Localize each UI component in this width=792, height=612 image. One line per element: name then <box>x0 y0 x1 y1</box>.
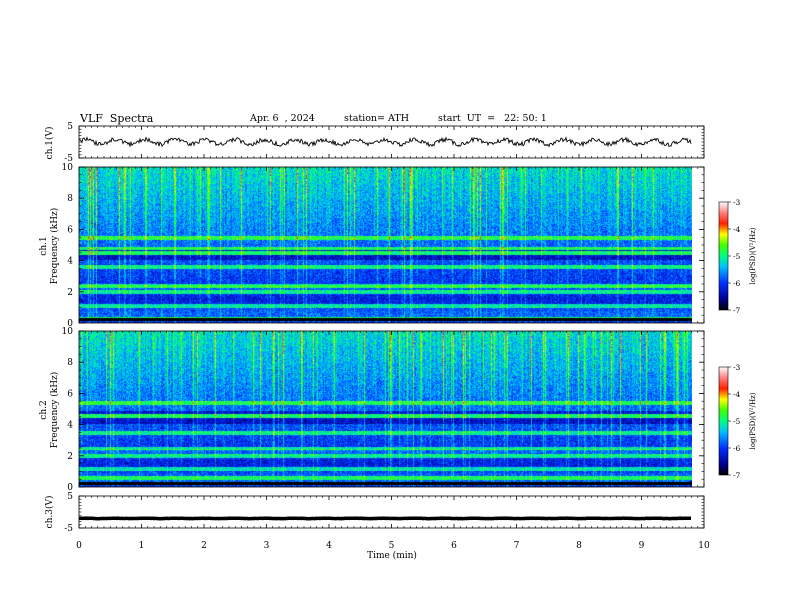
chart-title: VLF Spectra <box>80 112 154 125</box>
y-tick-label: 4 <box>67 421 73 431</box>
y-tick-label: 2 <box>67 452 73 462</box>
date-label: Apr. 6 , 2024 <box>250 113 315 124</box>
colorbar-tick-label: -5 <box>733 417 741 426</box>
colorbar-label: log(PSD)(V²/Hz) <box>749 392 757 449</box>
y-tick-label: 0 <box>67 319 73 329</box>
x-tick-label: 4 <box>326 541 332 551</box>
x-tick-label: 0 <box>76 541 82 551</box>
station-label: station= ATH <box>344 113 409 124</box>
colorbar-tick-label: -4 <box>733 225 741 234</box>
colorbar-tick-label: -3 <box>733 363 741 372</box>
colorbar-ch2: -3 -4 -5 -6 -7 log(PSD)(V²/Hz) <box>718 363 757 480</box>
colorbar-tick-label: -3 <box>733 198 741 207</box>
y-tick-label: 8 <box>67 194 73 204</box>
y-tick-label: 6 <box>67 389 73 399</box>
waveform-line <box>78 136 692 148</box>
y-tick-label: -5 <box>64 154 73 164</box>
spectrogram-image <box>79 331 692 487</box>
colorbar-tick-label: -4 <box>733 390 741 399</box>
panel-frame <box>78 495 705 529</box>
y-tick-label: 6 <box>67 225 73 235</box>
ch1-waveform <box>78 136 692 148</box>
start-ut-label: start UT = 22: 50: 1 <box>438 113 547 124</box>
ch3-volt-ylabel: ch.3(V) <box>44 496 55 529</box>
x-tick-label: 5 <box>389 541 395 551</box>
colorbar-tick-label: -6 <box>733 279 741 288</box>
ch2-spectrogram <box>79 331 692 487</box>
ch1-volt-ylabel: ch.1(V) <box>44 127 55 160</box>
y-tick-label: 5 <box>67 492 73 502</box>
ch2-spec-ylabel-line2: Frequency (kHz) <box>49 372 60 449</box>
y-tick-label: 10 <box>62 327 74 337</box>
x-axis-label: Time (min) <box>367 550 417 561</box>
colorbar-ch1: -3 -4 -5 -6 -7 log(PSD)(V²/Hz) <box>718 198 757 315</box>
colorbar-tick-label: -7 <box>733 471 741 480</box>
x-tick-label: 2 <box>201 541 207 551</box>
x-tick-label: 1 <box>139 541 145 551</box>
y-tick-label: 0 <box>67 483 73 493</box>
ch1-spectrogram <box>79 167 692 323</box>
colorbar-tick-label: -5 <box>733 252 741 261</box>
waveform-line <box>79 516 691 521</box>
x-tick-label: 9 <box>639 541 645 551</box>
colorbar-tick-label: -7 <box>733 306 741 315</box>
x-tick-label: 8 <box>576 541 582 551</box>
ch1-spec-ylabel-line1: ch.1 <box>39 236 49 255</box>
ch3-waveform <box>79 516 691 521</box>
y-tick-label: 5 <box>67 122 73 132</box>
y-tick-label: 10 <box>62 163 74 173</box>
x-tick-label: 6 <box>451 541 457 551</box>
colorbar-gradient <box>718 366 729 476</box>
y-tick-label: 4 <box>67 257 73 267</box>
spectrogram-image <box>79 167 692 323</box>
y-tick-label: 2 <box>67 288 73 298</box>
x-tick-label: 3 <box>264 541 270 551</box>
y-tick-label: 8 <box>67 358 73 368</box>
colorbar-tick-label: -6 <box>733 444 741 453</box>
colorbar-label: log(PSD)(V²/Hz) <box>749 227 757 284</box>
ch1-spec-ylabel-line2: Frequency (kHz) <box>49 208 60 285</box>
ch2-spec-ylabel-line1: ch.2 <box>39 400 49 419</box>
y-tick-label: -5 <box>64 524 73 534</box>
x-tick-label: 7 <box>514 541 520 551</box>
x-tick-label: 10 <box>698 541 710 551</box>
colorbar-gradient <box>718 201 729 311</box>
